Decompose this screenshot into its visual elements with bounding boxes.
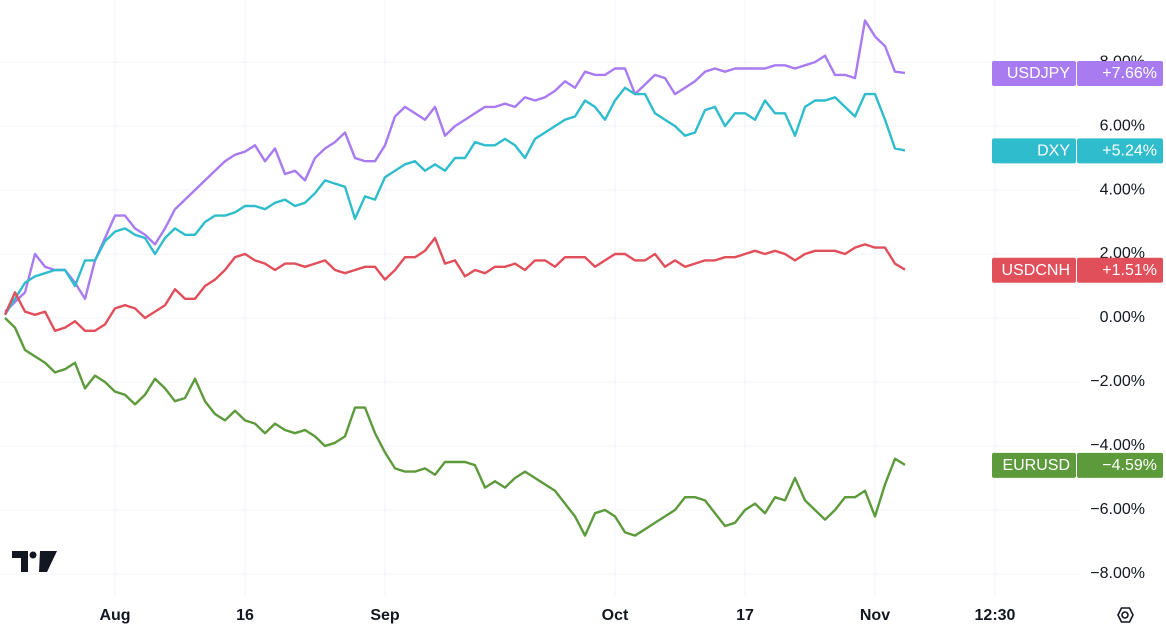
value-label: +7.66% — [1102, 65, 1157, 82]
legend-label: DXY — [1037, 143, 1070, 160]
y-tick-label: 4.00% — [1100, 181, 1145, 198]
x-tick-label: 16 — [236, 607, 254, 624]
logo — [12, 551, 57, 572]
x-tick-label: Aug — [99, 607, 130, 624]
axes: Aug 16 Sep Oct 17 Nov 12:30 −8.00% −6.00% −4.00% −… — [99, 53, 1145, 624]
legend-label: EURUSD — [1002, 457, 1070, 474]
series-line — [3, 86, 906, 316]
x-tick-label: Oct — [602, 607, 629, 624]
badge: USDCNH +1.51% — [992, 257, 1163, 283]
y-tick-label: −2.00% — [1090, 373, 1145, 390]
y-tick-label: 6.00% — [1100, 117, 1145, 134]
badge-name-box — [992, 452, 1076, 478]
value-label: −4.59% — [1102, 457, 1157, 474]
badge: DXY +5.24% — [992, 138, 1163, 164]
badge-value-box — [1077, 257, 1163, 283]
settings-icon[interactable] — [1117, 607, 1134, 623]
badge-name-box — [992, 60, 1076, 86]
y-tick-label: −6.00% — [1090, 501, 1145, 518]
badge: EURUSD −4.59% — [992, 452, 1163, 478]
legend-label: USDJPY — [1007, 65, 1070, 82]
y-tick-label: −4.00% — [1090, 437, 1145, 454]
badge-value-box — [1077, 60, 1163, 86]
y-tick-label: −8.00% — [1090, 565, 1145, 582]
series-line — [4, 19, 906, 313]
x-tick-label: Sep — [370, 607, 400, 624]
badge-value-box — [1077, 452, 1163, 478]
last-value-badges: USDJPY +7.66% DXY +5.24% USDCNH +1.51% EURUSD −… — [992, 60, 1163, 478]
badge-name-box — [992, 138, 1076, 164]
value-label: +1.51% — [1102, 262, 1157, 279]
x-tick-label: Nov — [860, 607, 890, 624]
y-tick-label: 0.00% — [1100, 309, 1145, 326]
x-tick-label: 17 — [736, 607, 754, 624]
grid — [0, 0, 1080, 597]
lines — [3, 19, 906, 537]
series-line — [3, 236, 906, 332]
value-label: +5.24% — [1102, 143, 1157, 160]
badge-name-box — [992, 257, 1076, 283]
legend-label: USDCNH — [1002, 262, 1070, 279]
series-line — [4, 317, 906, 537]
x-tick-label: 12:30 — [975, 607, 1016, 624]
badge-value-box — [1077, 138, 1163, 164]
badge: USDJPY +7.66% — [992, 60, 1163, 86]
